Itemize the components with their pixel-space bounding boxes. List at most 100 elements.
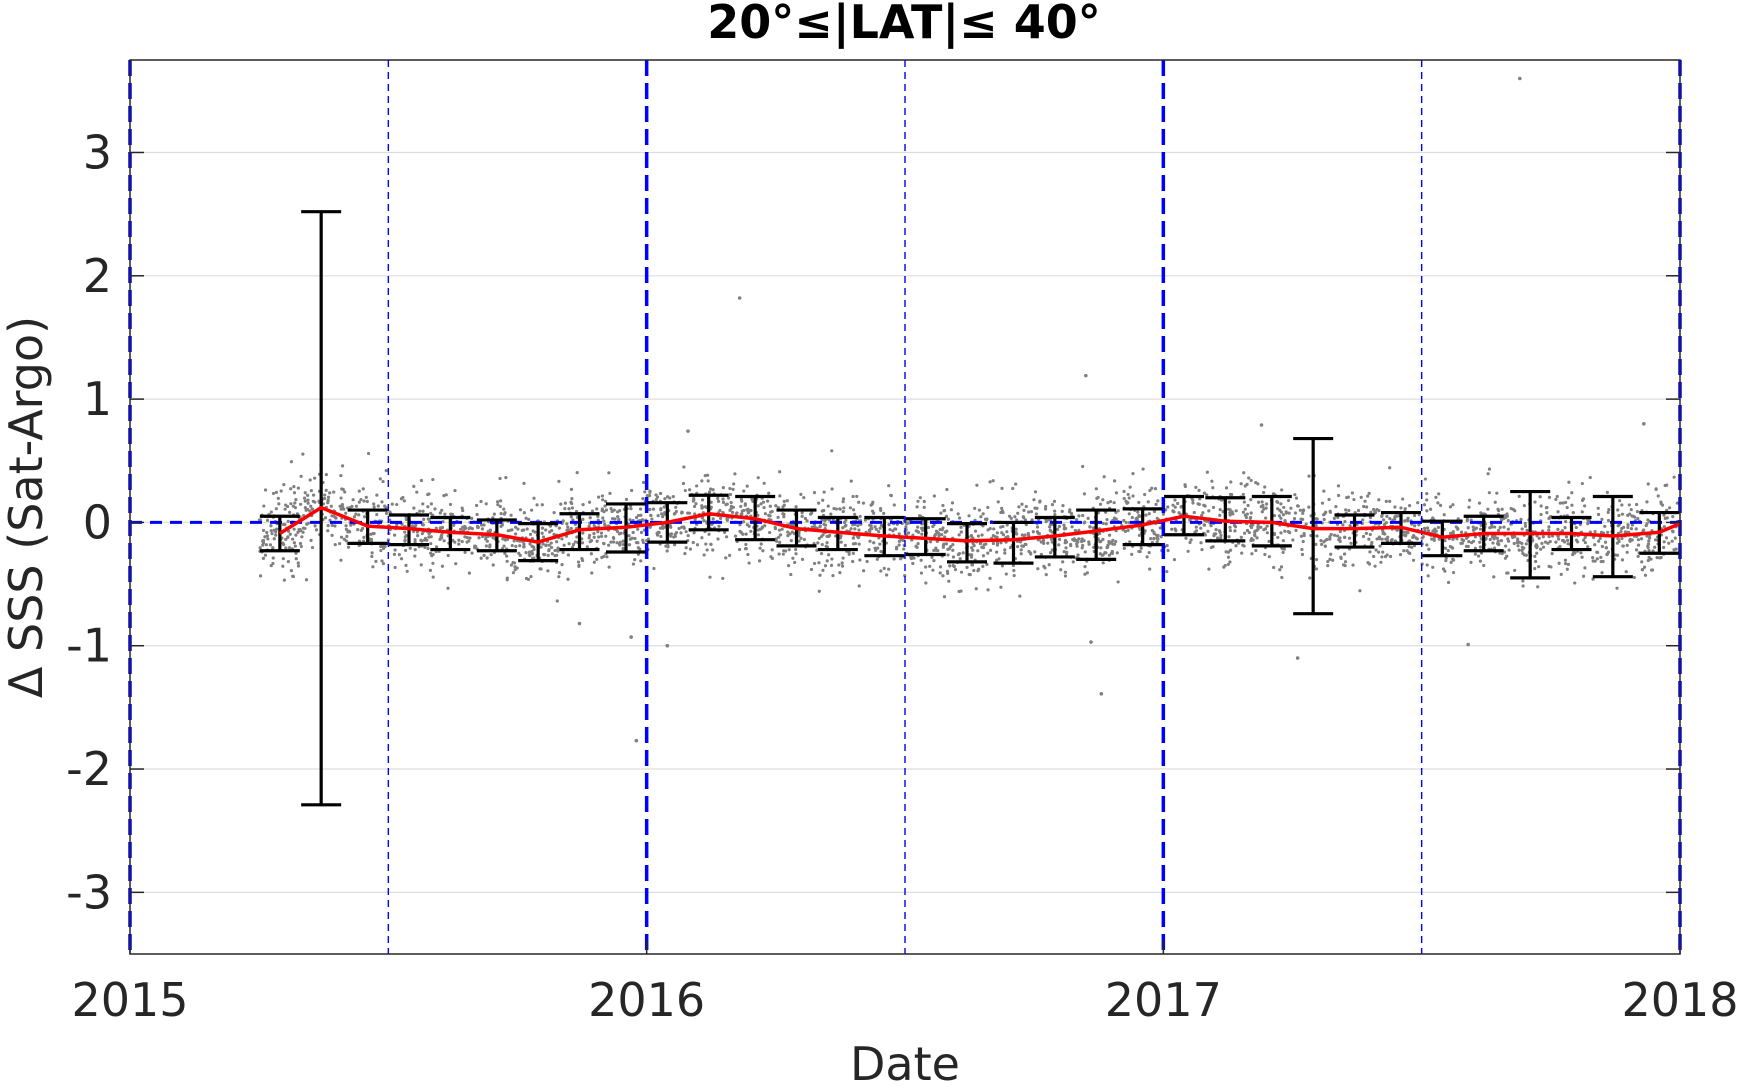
scatter-point [1672,475,1676,479]
scatter-point [1425,526,1430,530]
scatter-point [1547,495,1552,499]
scatter-point [946,517,951,521]
scatter-point [326,524,330,528]
scatter-point [822,490,826,494]
scatter-point [660,512,664,516]
scatter-point [1105,517,1109,522]
scatter-point [988,526,992,531]
scatter-point [286,535,290,539]
scatter-point [718,516,723,520]
scatter-point [258,546,262,550]
scatter-point [1586,519,1590,524]
scatter-point [1272,565,1276,570]
scatter-point [1146,500,1150,504]
scatter-point [875,557,879,561]
scatter-point [1478,559,1483,563]
scatter-point [1347,536,1352,540]
scatter-point [527,517,531,521]
scatter-point [1034,512,1039,516]
scatter-point [953,568,958,572]
scatter-point [856,524,860,528]
scatter-point [659,491,663,496]
scatter-point [1492,546,1497,550]
scatter-point [821,533,825,537]
scatter-point [641,518,645,523]
scatter-point [1261,504,1265,508]
scatter-point [711,488,715,492]
scatter-point [370,554,374,559]
scatter-point [372,502,376,506]
scatter-point [1636,554,1640,558]
scatter-point [473,546,477,550]
scatter-point [1381,550,1385,554]
scatter-point [1425,543,1429,547]
scatter-point [526,577,530,581]
scatter-point [1194,525,1198,529]
scatter-point [1300,547,1304,552]
scatter-point [293,506,298,510]
scatter-point [912,556,916,560]
scatter-point [1593,543,1597,547]
scatter-point [1658,556,1662,560]
scatter-point [936,548,940,553]
scatter-point [499,499,503,503]
scatter-point [1114,517,1118,521]
scatter-point [284,546,288,550]
scatter-point [919,571,924,575]
scatter-point [1617,513,1621,518]
scatter-point [684,546,688,550]
scatter-point [1044,504,1048,509]
scatter-point [1295,504,1300,508]
scatter-point [765,499,770,503]
scatter-point [1003,551,1007,555]
scatter-point [1395,528,1399,532]
scatter-point [1620,536,1624,541]
scatter-point [1265,502,1269,506]
scatter-point [950,501,955,505]
scatter-point [1365,505,1369,509]
scatter-point [1000,564,1005,568]
scatter-point [627,543,632,547]
scatter-point [744,542,748,547]
scatter-point [768,530,772,535]
scatter-point [658,526,663,530]
scatter-point [1286,498,1291,503]
scatter-point [1243,484,1247,488]
scatter-point [1152,536,1156,541]
scatter-point [967,514,971,518]
scatter-point [448,502,453,507]
scatter-point [1057,543,1061,547]
x-axis-ticks: 2015 2016 2017 2018 [71,940,1739,1027]
scatter-point [695,543,700,547]
scatter-point [1024,504,1028,509]
scatter-point [502,544,506,548]
scatter-point [1380,537,1384,541]
scatter-point [1128,540,1132,544]
scatter-point [513,532,518,536]
scatter-point [1314,523,1318,527]
scatter-point [590,509,595,513]
scatter-point [404,563,408,568]
scatter-point [924,581,928,585]
scatter-point [580,541,585,545]
scatter-point [1629,508,1633,512]
y-tick-label: 0 [83,495,112,549]
scatter-point [1334,504,1338,509]
scatter-point [1327,497,1331,502]
scatter-point [390,502,394,506]
scatter-point [1548,539,1552,544]
scatter-point [1233,529,1237,533]
scatter-point [1047,563,1051,567]
scatter-point [1260,510,1264,514]
scatter-point [1451,570,1456,575]
scatter-point [947,579,951,583]
scatter-point [1377,509,1381,513]
scatter-point [1443,539,1447,543]
scatter-point [305,522,309,526]
scatter-point [983,517,988,521]
scatter-point [453,488,457,493]
scatter-point [1211,545,1215,549]
scatter-point [970,546,974,550]
scatter-point [1606,518,1611,523]
scatter-point [1276,500,1280,504]
